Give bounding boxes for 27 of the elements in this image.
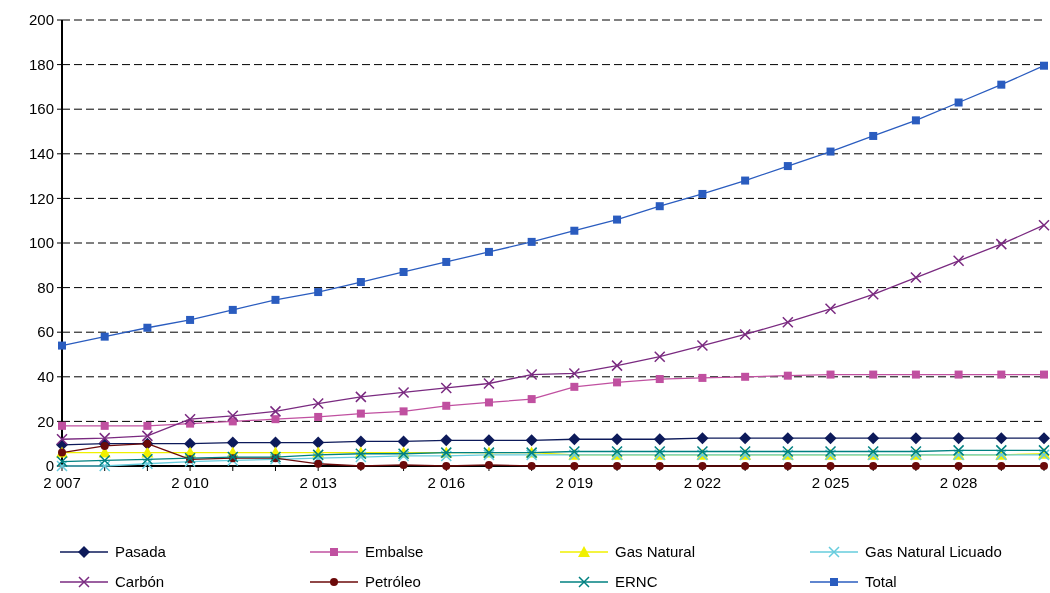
x-tick-label: 2 013	[299, 474, 337, 491]
y-tick-label: 140	[28, 145, 54, 163]
y-tick-label: 120	[28, 189, 54, 207]
x-tick-label: 2 016	[427, 474, 466, 491]
x-tick-label: 2 019	[555, 474, 594, 491]
legend-label: Total	[865, 573, 897, 591]
x-tick-label: 2 010	[171, 474, 209, 491]
y-tick-label: 40	[37, 368, 54, 386]
x-tick-label: 2 025	[811, 474, 850, 491]
x-tick-label: 2 007	[43, 474, 81, 491]
legend-label: Gas Natural Licuado	[865, 543, 1002, 561]
y-tick-label: 160	[28, 100, 54, 118]
y-tick-label: 0	[45, 457, 54, 475]
y-tick-label: 100	[28, 234, 54, 252]
legend-label: Petróleo	[365, 573, 421, 591]
legend-label: Pasada	[115, 543, 167, 561]
y-tick-label: 80	[37, 278, 54, 296]
y-tick-label: 20	[37, 412, 54, 430]
x-tick-label: 2 022	[683, 474, 722, 491]
y-tick-label: 180	[28, 55, 54, 73]
legend-label: Embalse	[365, 543, 424, 561]
legend-label: Gas Natural	[615, 543, 696, 561]
y-tick-label: 200	[28, 11, 54, 29]
legend-label: Carbón	[115, 573, 165, 591]
y-tick-label: 60	[37, 323, 54, 341]
x-tick-label: 2 028	[939, 474, 978, 491]
legend-label: ERNC	[615, 573, 658, 591]
